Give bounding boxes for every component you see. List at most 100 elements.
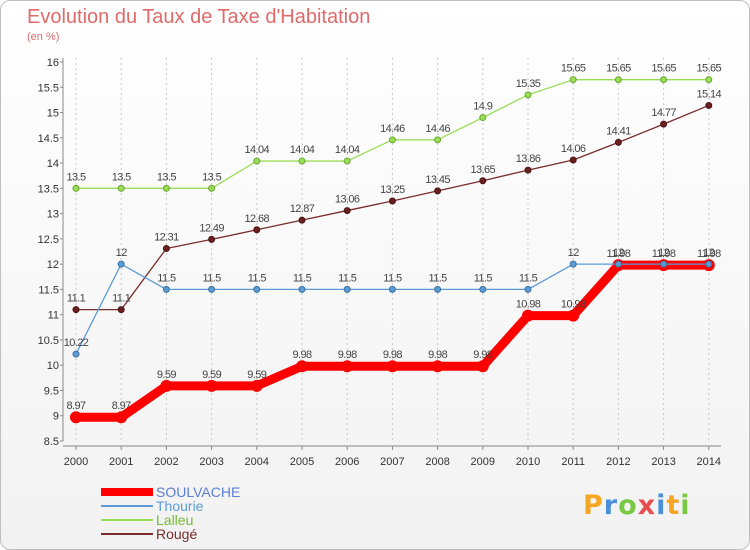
data-label: 9.59 [157,369,176,381]
data-label: 12.68 [245,213,270,225]
x-tick-label: 2001 [109,456,133,468]
logo-letter: t [666,490,681,521]
data-label: 14.04 [245,144,270,156]
data-label: 11.5 [338,272,357,284]
data-point [117,260,125,268]
legend-item: Rougé [101,527,240,541]
data-point [386,360,399,373]
data-label: 9.98 [473,349,492,361]
data-label: 14.04 [335,144,360,156]
data-label: 12 [568,247,580,259]
y-tick-label: 13 [47,209,59,221]
data-label: 11.98 [697,248,721,260]
data-label: 13.86 [516,153,541,165]
data-label: 14.06 [561,143,586,155]
data-point [160,379,173,392]
y-tick-label: 15.5 [38,82,59,94]
data-label: 10.22 [64,337,89,349]
data-point [431,360,444,373]
data-label: 12.87 [290,203,315,215]
data-point [296,360,308,373]
data-label: 8.97 [66,400,85,412]
data-label: 11.5 [157,272,176,284]
data-point [72,306,80,314]
data-label: 15.65 [697,63,722,75]
data-point [434,285,442,293]
data-point [117,184,125,192]
x-tick-label: 2011 [561,456,585,468]
data-point [298,285,306,293]
data-label: 14.46 [380,123,405,135]
data-label: 15.65 [561,63,586,75]
data-label: 11.98 [607,248,631,260]
x-tick-label: 2012 [606,456,630,468]
data-point [388,285,396,293]
x-tick-label: 2003 [199,456,223,468]
data-point [614,260,622,268]
data-label: 13.45 [425,174,450,186]
x-tick-label: 2008 [425,456,449,468]
y-tick-label: 13.5 [38,183,59,195]
data-label: 14.41 [606,125,631,137]
data-label: 12 [613,247,625,259]
data-label: 9.98 [292,349,311,361]
data-point [524,166,532,174]
data-label: 13.5 [112,171,131,183]
data-point [705,101,713,109]
data-label: 10.98 [516,299,541,311]
x-tick-label: 2009 [471,456,495,468]
y-tick-label: 12.5 [38,234,59,246]
data-point [253,285,261,293]
data-label: 13.5 [202,171,221,183]
data-point [72,350,80,358]
data-point [162,285,170,293]
data-point [205,379,218,392]
y-tick-label: 9.5 [44,385,59,397]
data-label: 12 [703,247,715,259]
data-point [341,360,354,373]
data-label: 11.98 [652,248,676,260]
data-label: 9.59 [247,369,266,381]
data-point [208,184,216,192]
data-point [298,157,306,165]
legend-swatch [101,505,153,507]
data-label: 12 [658,247,670,259]
y-tick-label: 12 [47,259,59,271]
chart-legend: SOULVACHE Thourie Lalleu Rougé [101,485,240,541]
y-tick-label: 11.5 [38,284,59,296]
data-label: 11.5 [428,272,447,284]
data-label: 11.5 [293,272,312,284]
data-point [524,285,532,293]
data-point [569,260,577,268]
legend-item: SOULVACHE [101,485,240,499]
data-point [253,157,261,165]
data-point [115,411,128,424]
logo-letter: i [680,490,691,521]
data-point [660,76,668,84]
logo-letter: P [583,490,604,521]
logo-letter: i [656,490,667,521]
chart-title: Evolution du Taux de Taxe d'Habitation [27,6,371,28]
data-point [162,184,170,192]
x-tick-label: 2005 [290,456,314,468]
data-label: 15.35 [516,78,541,90]
data-point [614,138,622,146]
data-label: 11.1 [112,293,131,305]
x-tick-label: 2007 [380,456,404,468]
data-label: 11.1 [67,293,86,305]
data-label: 13.25 [380,184,405,196]
legend-item: Lalleu [101,513,240,527]
data-label: 12.31 [154,231,179,243]
logo-letter: r [603,490,619,521]
data-point [660,260,668,268]
data-label: 9.98 [428,349,447,361]
proxiti-logo: Proxiti [583,490,691,521]
data-point [343,285,351,293]
x-tick-label: 2010 [516,456,540,468]
data-point [614,76,622,84]
data-label: 11.5 [474,272,493,284]
data-point [253,226,261,234]
y-tick-label: 8.5 [44,436,59,448]
data-point [434,187,442,195]
